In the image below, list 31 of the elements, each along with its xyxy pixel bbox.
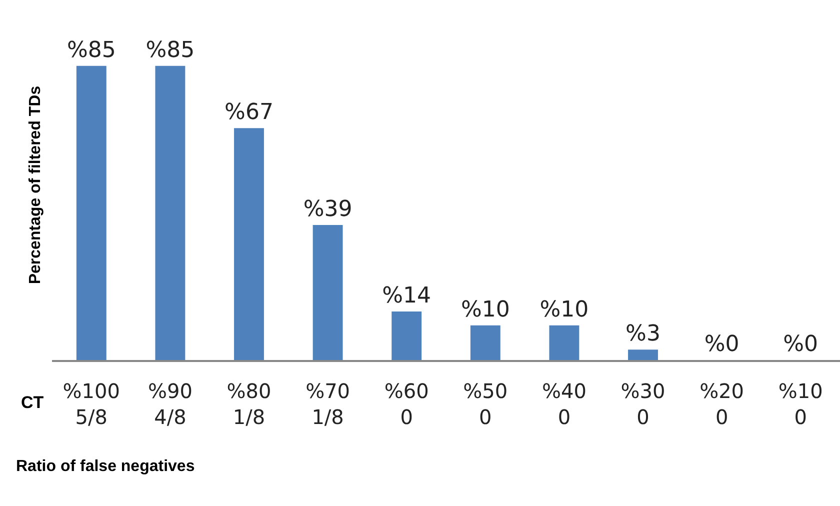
bar <box>628 350 658 360</box>
x-tick-label: %90 4/8 <box>148 378 192 429</box>
bar <box>155 66 186 360</box>
bar <box>312 225 343 360</box>
x-tick-label: %20 0 <box>700 378 744 429</box>
bar <box>392 312 422 360</box>
x-tick-label: %50 0 <box>463 378 508 429</box>
x-tick-label: %10 0 <box>778 378 823 429</box>
x-tick-label: %80 1/8 <box>226 378 272 429</box>
bar <box>234 128 264 360</box>
bar <box>470 325 500 360</box>
text: CT <box>21 393 44 412</box>
x-tick-label: %40 0 <box>542 378 586 429</box>
bar <box>76 66 106 360</box>
x-tick-label: %30 0 <box>620 378 666 429</box>
x-tick-label: %70 1/8 <box>306 378 350 429</box>
data-label: %3 <box>626 322 660 347</box>
data-label: %0 <box>783 332 818 357</box>
data-label: %85 <box>66 38 116 63</box>
x-tick-label: %60 0 <box>384 378 429 429</box>
data-label: %10 <box>460 297 510 322</box>
data-label: %10 <box>540 297 589 322</box>
data-label: %0 <box>704 332 740 357</box>
bar <box>549 325 580 360</box>
data-label: %14 <box>382 284 432 309</box>
data-label: %85 <box>146 38 195 63</box>
x-axis-title: Ratio of false negatives <box>16 458 195 475</box>
data-label: %39 <box>303 197 352 222</box>
y-axis-title: Percentage of filtered TDs <box>26 86 44 284</box>
x-tick-label: %100 5/8 <box>62 378 120 429</box>
data-label: %67 <box>224 100 274 126</box>
